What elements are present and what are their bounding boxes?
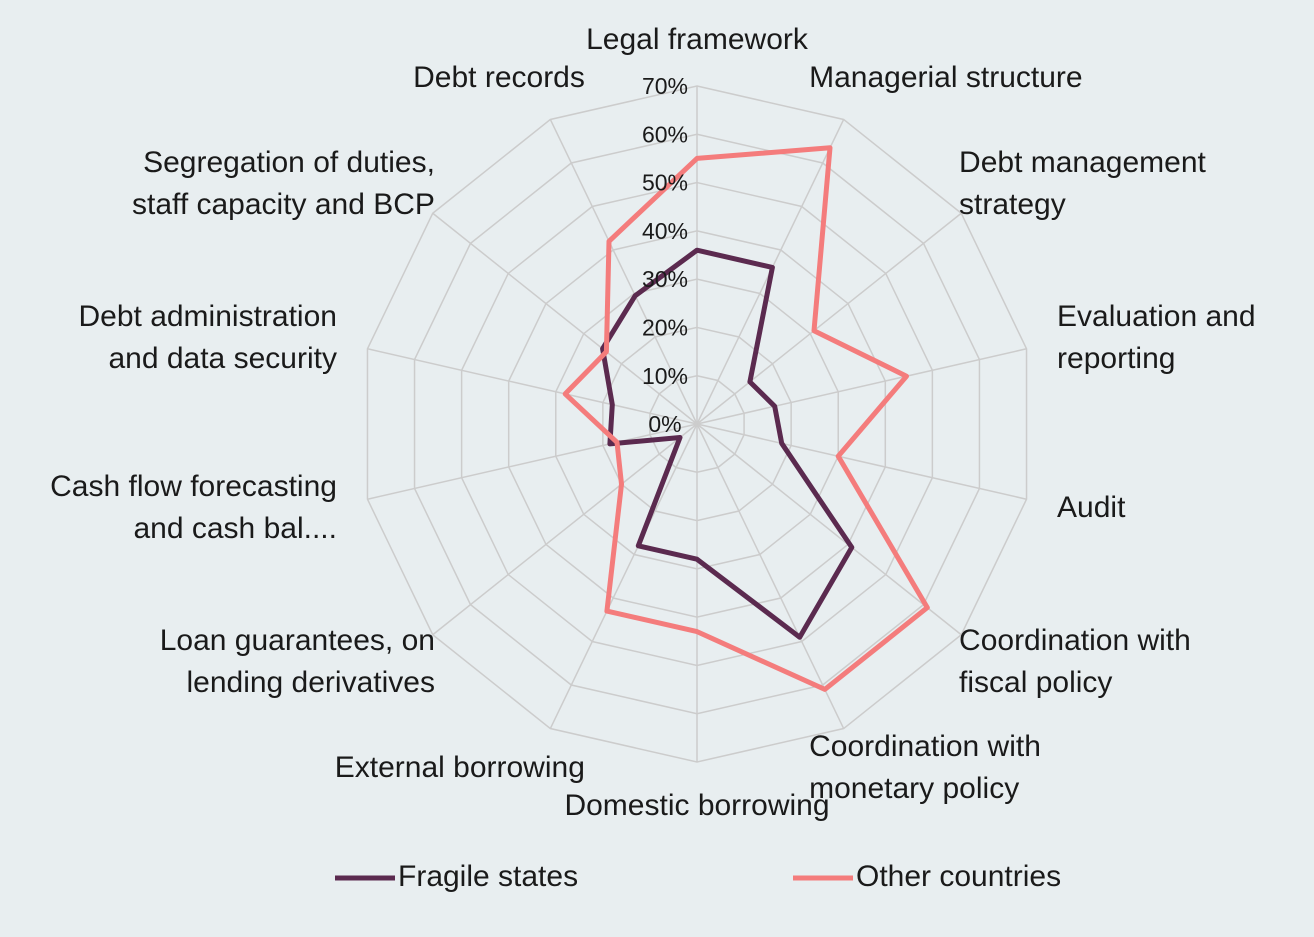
series-line — [562, 145, 930, 692]
tick-label: 70% — [642, 73, 688, 99]
tick-label: 20% — [642, 315, 688, 341]
spoke — [696, 212, 962, 425]
spoke — [432, 212, 698, 425]
spoke — [367, 423, 698, 500]
tick-label: 40% — [642, 218, 688, 244]
category-label: Coordination with fiscal policy — [959, 624, 1191, 699]
tick-label: 30% — [642, 266, 688, 292]
category-label: Legal framework — [586, 23, 809, 56]
category-label: Debt records — [413, 61, 585, 94]
tick-label: 50% — [642, 170, 688, 196]
spoke — [696, 348, 1027, 425]
spoke — [696, 423, 1027, 500]
spoke — [696, 423, 845, 729]
spoke — [549, 423, 698, 729]
category-label: Evaluation and reporting — [1057, 300, 1256, 375]
category-label: Coordination with monetary policy — [809, 730, 1041, 805]
category-label: Segregation of duties, staff capacity and… — [132, 146, 435, 221]
category-label: Debt administration and data security — [78, 300, 336, 375]
category-label: Cash flow forecasting and cash bal.... — [50, 470, 337, 545]
legend-label: Fragile states — [398, 860, 578, 893]
category-label: Debt management strategy — [959, 146, 1206, 221]
tick-label: 10% — [642, 363, 688, 389]
category-label: External borrowing — [335, 751, 585, 784]
spoke — [696, 423, 962, 636]
series-line — [600, 247, 855, 640]
tick-label: 0% — [648, 411, 681, 437]
category-label: Audit — [1057, 491, 1126, 524]
category-label: Loan guarantees, on lending derivatives — [160, 624, 435, 699]
spoke — [367, 348, 698, 425]
tick-label: 60% — [642, 121, 688, 147]
spoke — [432, 423, 698, 636]
category-label: Managerial structure — [809, 61, 1082, 94]
spoke — [549, 119, 698, 425]
legend-label: Other countries — [856, 860, 1061, 893]
category-label: Domestic borrowing — [564, 789, 829, 822]
